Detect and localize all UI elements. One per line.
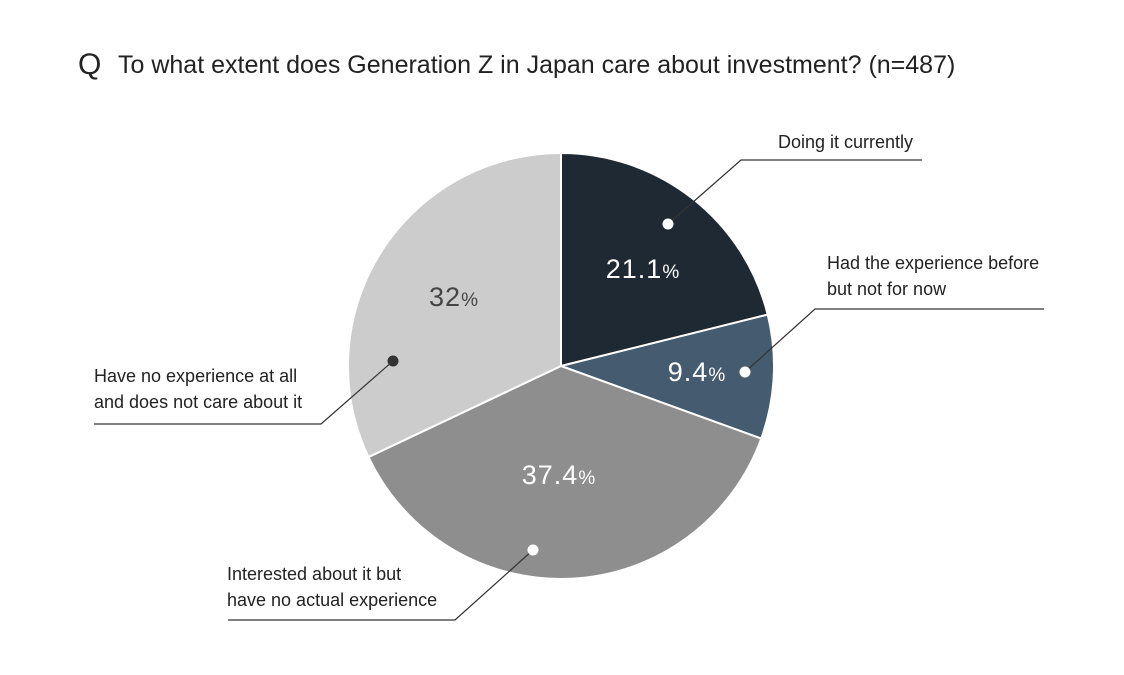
callout-had-the-experience-before-but-not-for-now: Had the experience before but not for no… bbox=[739, 253, 1044, 378]
slice-value-label-doing-it-currently: 21.1% bbox=[606, 254, 680, 284]
question-mark-label: Q bbox=[78, 48, 101, 81]
pie-slices bbox=[346, 151, 775, 581]
callout-leader-line bbox=[228, 549, 534, 621]
callout-dot bbox=[662, 218, 674, 230]
slice-value-labels: 21.1% 9.4% 37.4% 32% bbox=[429, 254, 726, 490]
callout-leader-line bbox=[94, 360, 394, 425]
callout-label-line: but not for now bbox=[827, 279, 947, 299]
callout-label-line: Had the experience before bbox=[827, 253, 1039, 273]
callout-dot bbox=[387, 355, 399, 367]
callout-dot bbox=[739, 366, 751, 378]
slice-value-label-have-no-experience-at-all-and-does-not-care-about-it: 32% bbox=[429, 282, 479, 312]
callout-have-no-experience-at-all-and-does-not-care-about-it: Have no experience at all and does not ca… bbox=[94, 355, 399, 425]
callout-leader-line bbox=[667, 159, 922, 225]
callout-dot bbox=[527, 544, 539, 556]
slice-value-label-had-the-experience-before-but-not-for-now: 9.4% bbox=[668, 357, 726, 387]
chart-title: Q To what extent does Generation Z in Ja… bbox=[78, 48, 955, 81]
callout-leader-line bbox=[744, 308, 1044, 373]
pie-slice-have-no-experience-at-all-and-does-not-care-about-it bbox=[346, 151, 562, 459]
pie-slice-had-the-experience-before-but-not-for-now bbox=[557, 313, 775, 440]
pie-slice-doing-it-currently bbox=[560, 151, 769, 368]
callout-doing-it-currently: Doing it currently bbox=[662, 132, 922, 230]
callout-label-line: have no actual experience bbox=[227, 590, 437, 610]
callout-label-line: Interested about it but bbox=[227, 564, 401, 584]
slice-value-label-interested-about-it-but-have-no-actual-experience: 37.4% bbox=[522, 460, 596, 490]
callout-interested-about-it-but-have-no-actual-experience: Interested about it but have no actual e… bbox=[227, 544, 539, 621]
pie-slice-interested-about-it-but-have-no-actual-experience bbox=[367, 364, 763, 581]
chart-title-text: To what extent does Generation Z in Japa… bbox=[118, 51, 955, 79]
slice-callouts: Doing it currently Had the experience bef… bbox=[94, 132, 1044, 621]
callout-label-line: Doing it currently bbox=[778, 132, 913, 152]
callout-label-line: Have no experience at all bbox=[94, 366, 297, 386]
callout-label-line: and does not care about it bbox=[94, 392, 302, 412]
